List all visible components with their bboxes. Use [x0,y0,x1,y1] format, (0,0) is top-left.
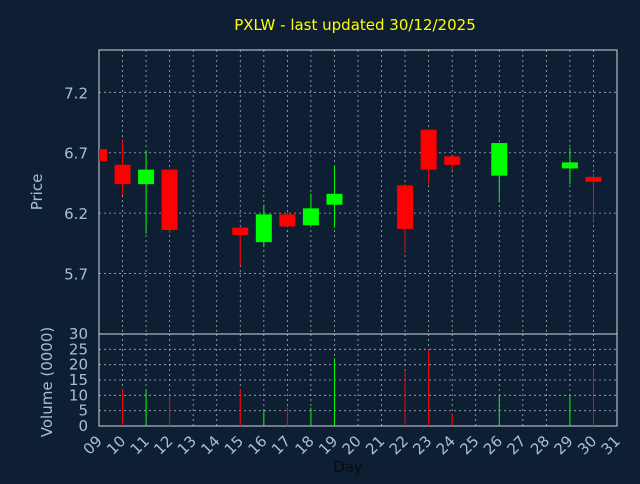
grid-lines [98,50,618,427]
x-tick-label: 20 [339,432,365,458]
x-tick-label: 26 [480,432,506,458]
price-tick-label: 7.2 [64,84,88,102]
candle-body-19 [326,193,343,205]
x-tick-label: 21 [362,432,388,458]
price-tick-label: 6.7 [64,145,88,163]
x-tick-label: 09 [80,432,106,458]
candle-body-18 [302,208,319,226]
candle-body-10 [114,164,131,185]
volume-tick-label: 25 [69,340,88,358]
x-tick-label: 14 [197,432,223,458]
x-tick-label: 30 [574,432,600,458]
candle-body-24 [444,156,461,165]
price-tick-label: 5.7 [64,266,88,284]
volume-tick-label: 20 [69,356,88,374]
x-tick-label: 19 [315,432,341,458]
x-tick-label: 24 [433,432,459,458]
candle-body-17 [279,214,296,227]
volume-panel-frame [98,333,618,427]
candle-body-15 [232,227,249,235]
x-tick-label: 25 [456,432,482,458]
candles-group [99,129,602,266]
price-axis-label: Price [28,174,46,211]
volume-axis-label: Volume (0000) [38,327,56,437]
candle-body-09 [99,149,107,162]
candle-body-22 [397,185,414,229]
chart-title: PXLW - last updated 30/12/2025 [234,16,476,34]
x-tick-label: 28 [527,432,553,458]
x-tick-label: 27 [503,432,529,458]
x-tick-label: 31 [598,432,624,458]
x-tick-label: 12 [150,432,176,458]
volume-tick-label: 0 [78,417,88,435]
x-tick-label: 29 [551,432,577,458]
volume-tick-label: 30 [69,325,88,343]
x-tick-label: 18 [292,432,318,458]
candle-body-16 [255,214,272,243]
x-tick-label: 11 [127,432,153,458]
candle-body-12 [161,169,178,231]
x-axis-label: Day [333,458,363,476]
candle-body-30 [585,176,602,182]
candle-body-11 [138,169,155,185]
candle-body-26 [491,143,508,176]
x-tick-label: 15 [221,432,247,458]
volume-tick-label: 15 [69,371,88,389]
x-tick-label: 13 [174,432,200,458]
volume-tick-label: 5 [78,402,88,420]
x-tick-label: 23 [409,432,435,458]
price-tick-label: 6.2 [64,205,88,223]
candle-body-23 [420,129,437,170]
x-tick-label: 22 [386,432,412,458]
x-tick-label: 10 [103,432,129,458]
volume-tick-label: 10 [69,386,88,404]
x-tick-label: 17 [268,432,294,458]
x-tick-label: 16 [244,432,270,458]
candle-body-29 [561,162,578,169]
